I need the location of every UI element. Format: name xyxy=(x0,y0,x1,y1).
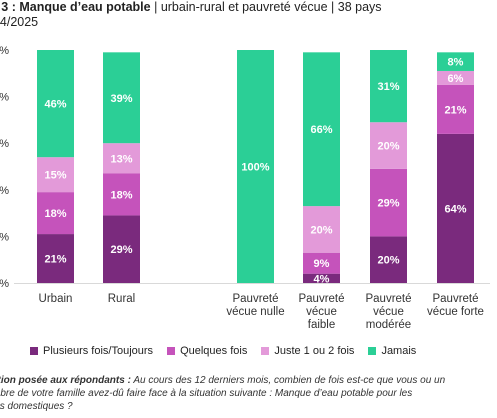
legend-label: Jamais xyxy=(381,345,417,357)
footnote-line2: mbre de votre famille avez-dû faire face… xyxy=(0,388,413,399)
chart-title-bold: re 3 : Manque d’eau potable xyxy=(0,0,151,14)
y-tick-label: 0% xyxy=(0,45,9,57)
data-label: 20% xyxy=(377,141,399,153)
legend-swatch xyxy=(261,347,270,355)
category-label: Rural xyxy=(108,293,135,305)
legend-item: Quelques fois xyxy=(167,345,247,357)
legend-label: Quelques fois xyxy=(180,345,248,357)
legend-label: Juste 1 ou 2 fois xyxy=(274,345,355,357)
bar-segment xyxy=(437,133,474,283)
bar-segment xyxy=(37,234,74,283)
y-tick-label: 0% xyxy=(0,231,9,243)
chart-title-line2: 024/2025 xyxy=(0,15,39,29)
data-label: 8% xyxy=(448,57,464,69)
data-label: 4% xyxy=(314,273,330,285)
y-tick-label: 0% xyxy=(0,185,9,197)
legend-label: Plusieurs fois/Toujours xyxy=(43,345,154,357)
bar-segment xyxy=(370,236,407,283)
y-tick-label: 0% xyxy=(0,278,9,290)
data-label: 100% xyxy=(241,162,269,174)
category-label: vécue nulle xyxy=(226,306,284,318)
data-label: 20% xyxy=(377,255,399,267)
data-label: 29% xyxy=(110,244,132,256)
bar-segment xyxy=(103,173,140,216)
data-label: 46% xyxy=(44,99,66,111)
data-label: 18% xyxy=(110,189,132,201)
bar-segment xyxy=(303,52,340,207)
bar-segment xyxy=(303,273,340,283)
footnote-text: Au cours des 12 derniers mois, combien d… xyxy=(130,375,446,386)
chart-title-rest: | urbain-rural et pauvreté vécue | 38 pa… xyxy=(150,0,382,14)
bar-segment xyxy=(103,52,140,144)
chart-title: re 3 : Manque d’eau potable | urbain-rur… xyxy=(0,0,497,15)
bar-segment xyxy=(303,206,340,253)
bar-segment xyxy=(370,168,407,237)
data-label: 21% xyxy=(444,104,466,116)
data-label: 15% xyxy=(44,170,66,182)
bar-segment xyxy=(370,122,407,169)
legend-swatch xyxy=(30,347,38,355)
category-label: Urbain xyxy=(39,293,73,305)
legend-swatch xyxy=(368,347,377,355)
category-label: vécue xyxy=(306,306,337,318)
data-label: 6% xyxy=(448,73,464,85)
bar-segment xyxy=(37,157,74,193)
legend-swatch xyxy=(167,347,176,355)
data-label: 39% xyxy=(110,93,132,105)
category-label: Pauvreté xyxy=(365,293,411,305)
bar-segment xyxy=(437,70,474,85)
footnote: stion posée aux répondants : Au cours de… xyxy=(0,374,497,413)
bar-segment xyxy=(103,143,140,174)
category-label: Pauvreté xyxy=(232,293,278,305)
footnote-line3: ins domestiques ? xyxy=(0,401,73,412)
footnote-bold: stion posée aux répondants : xyxy=(0,375,131,386)
bar-segment xyxy=(37,50,74,158)
data-label: 29% xyxy=(377,198,399,210)
category-label: faible xyxy=(308,319,336,331)
data-label: 13% xyxy=(110,153,132,165)
bar-segment xyxy=(437,84,474,134)
legend-item: Plusieurs fois/Toujours xyxy=(30,345,153,357)
category-label: Pauvreté xyxy=(432,293,478,305)
bar-segment xyxy=(303,252,340,274)
category-label: Pauvreté xyxy=(298,293,344,305)
bar-segment xyxy=(103,215,140,283)
data-label: 18% xyxy=(44,208,66,220)
bar-segment xyxy=(437,52,474,71)
category-label: vécue xyxy=(373,306,404,318)
data-label: 9% xyxy=(314,258,330,270)
data-label: 20% xyxy=(310,224,332,236)
bar-segment xyxy=(370,50,407,123)
legend-item: Jamais xyxy=(368,345,416,357)
y-tick-label: 0% xyxy=(0,92,9,104)
data-label: 66% xyxy=(310,124,332,136)
category-label: modérée xyxy=(366,319,411,331)
data-label: 21% xyxy=(44,254,66,266)
data-label: 31% xyxy=(377,81,399,93)
y-tick-label: 0% xyxy=(0,138,9,150)
bar-segment xyxy=(37,192,74,235)
stacked-bar-chart: 0% 0% 0% 0% 0% 0% 21% 18% 15% 46% Urbain 29% 18% 13% 3… xyxy=(0,45,490,331)
bar-segment xyxy=(237,50,274,283)
legend-item: Juste 1 ou 2 fois xyxy=(261,345,354,357)
legend: Plusieurs fois/Toujours Quelques fois Just… xyxy=(30,345,416,357)
data-label: 64% xyxy=(444,203,466,215)
category-label: vécue forte xyxy=(427,306,484,318)
